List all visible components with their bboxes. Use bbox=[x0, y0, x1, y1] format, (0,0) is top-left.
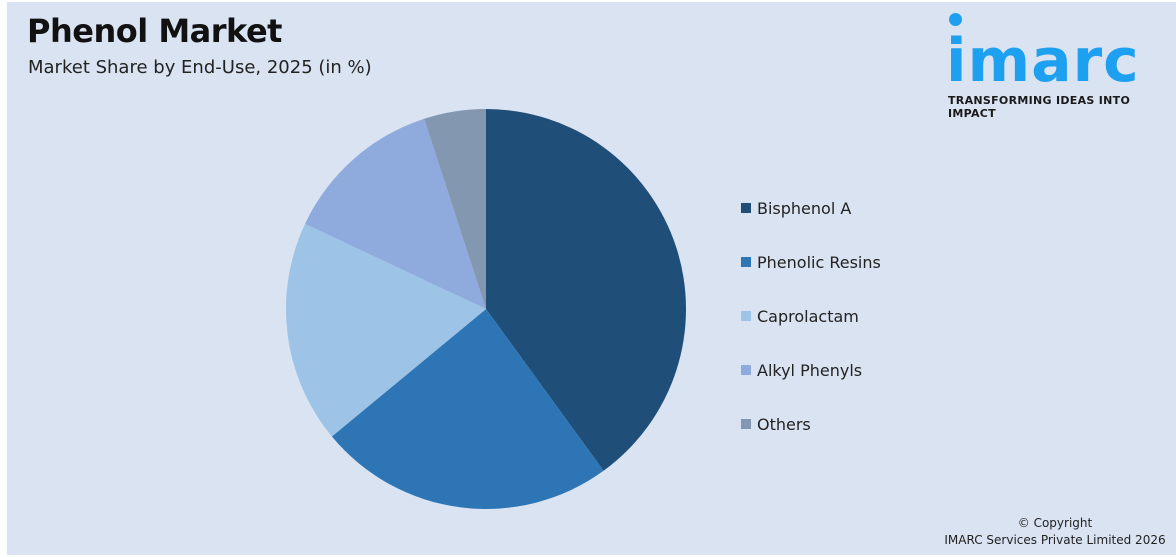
pie-slice-bisphenol-a bbox=[486, 109, 686, 471]
pie-chart bbox=[286, 109, 686, 509]
legend-item-alkyl-phenyls: Alkyl Phenyls bbox=[741, 343, 862, 397]
copyright-notice: © Copyright IMARC Services Private Limit… bbox=[940, 515, 1170, 549]
legend-swatch-icon bbox=[741, 257, 751, 267]
legend-swatch-icon bbox=[741, 203, 751, 213]
legend-item-others: Others bbox=[741, 397, 811, 451]
logo-wordmark: imarc bbox=[946, 26, 1140, 96]
imarc-logo: imarc TRANSFORMING IDEAS INTO IMPACT bbox=[944, 10, 1172, 120]
legend-item-phenolic-resins: Phenolic Resins bbox=[741, 235, 881, 289]
pie-slice-alkyl-phenyls bbox=[305, 118, 486, 309]
legend-label: Alkyl Phenyls bbox=[757, 360, 863, 380]
pie-slice-others bbox=[424, 109, 486, 309]
copyright-line-2: IMARC Services Private Limited 2026 bbox=[944, 533, 1166, 547]
pie-slice-caprolactam bbox=[286, 223, 486, 437]
legend-label: Caprolactam bbox=[757, 306, 859, 326]
legend-swatch-icon bbox=[741, 311, 751, 321]
legend-swatch-icon bbox=[741, 419, 751, 429]
legend-item-caprolactam: Caprolactam bbox=[741, 289, 859, 343]
copyright-line-1: © Copyright bbox=[1017, 516, 1093, 530]
legend-label: Others bbox=[757, 414, 811, 434]
legend-swatch-icon bbox=[741, 365, 751, 375]
legend-item-bisphenol-a: Bisphenol A bbox=[741, 181, 851, 235]
chart-title: Phenol Market bbox=[27, 12, 282, 50]
legend-label: Phenolic Resins bbox=[757, 252, 881, 272]
chart-subtitle: Market Share by End-Use, 2025 (in %) bbox=[28, 57, 372, 78]
logo-dot-icon bbox=[949, 13, 962, 26]
pie-slice-phenolic-resins bbox=[331, 309, 604, 509]
legend-label: Bisphenol A bbox=[757, 198, 852, 218]
logo-tagline: TRANSFORMING IDEAS INTO IMPACT bbox=[948, 94, 1131, 120]
